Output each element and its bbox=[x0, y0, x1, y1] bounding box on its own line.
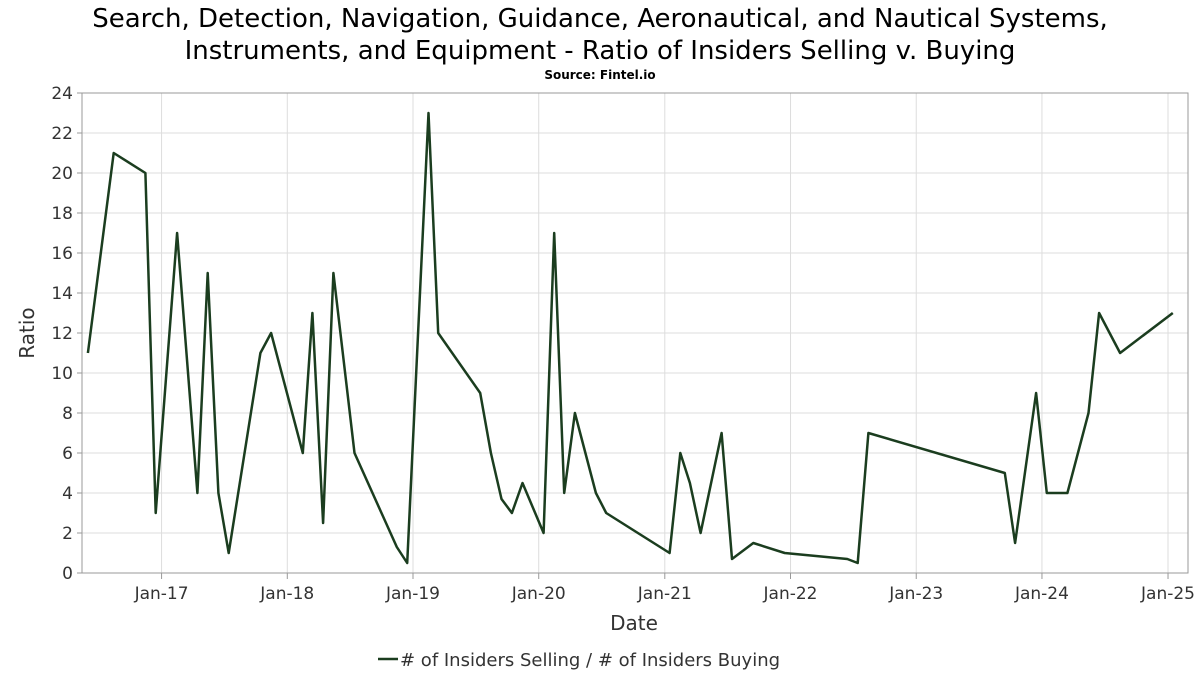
y-tick-label: 24 bbox=[51, 84, 73, 104]
y-tick-label: 6 bbox=[62, 444, 73, 464]
x-tick-label: Jan-22 bbox=[763, 584, 818, 604]
x-tick-label: Jan-25 bbox=[1140, 584, 1195, 604]
x-tick-label: Jan-20 bbox=[511, 584, 566, 604]
x-tick-label: Jan-24 bbox=[1014, 584, 1069, 604]
y-tick-label: 4 bbox=[62, 484, 73, 504]
legend[interactable]: # of Insiders Selling / # of Insiders Bu… bbox=[378, 650, 780, 671]
y-tick-label: 0 bbox=[62, 564, 73, 584]
y-tick-label: 22 bbox=[51, 124, 73, 144]
y-tick-label: 12 bbox=[51, 324, 73, 344]
x-tick-label: Jan-17 bbox=[134, 584, 189, 604]
y-tick-label: 18 bbox=[51, 204, 73, 224]
x-tick-label: Jan-19 bbox=[385, 584, 440, 604]
y-tick-label: 16 bbox=[51, 244, 73, 264]
x-axis: Jan-17 Jan-18 Jan-19 Jan-20 Jan-21 Jan-22 Jan-… bbox=[134, 573, 1195, 604]
x-tick-label: Jan-18 bbox=[259, 584, 314, 604]
grid-lines bbox=[82, 92, 1188, 574]
chart-title-line-2: Instruments, and Equipment - Ratio of In… bbox=[184, 36, 1016, 66]
series-layer bbox=[86, 111, 1174, 565]
legend-label: # of Insiders Selling / # of Insiders Bu… bbox=[400, 650, 780, 671]
y-tick-label: 10 bbox=[51, 364, 73, 384]
x-axis-label: Date bbox=[610, 611, 658, 635]
x-tick-label: Jan-23 bbox=[888, 584, 943, 604]
y-tick-label: 8 bbox=[62, 404, 73, 424]
chart-subtitle: Source: Fintel.io bbox=[544, 68, 656, 82]
x-tick-label: Jan-21 bbox=[637, 584, 692, 604]
y-tick-label: 20 bbox=[51, 164, 73, 184]
y-axis-label: Ratio bbox=[15, 307, 39, 358]
chart-title-line-1: Search, Detection, Navigation, Guidance,… bbox=[92, 4, 1108, 34]
y-tick-label: 2 bbox=[62, 524, 73, 544]
series-line[interactable] bbox=[86, 111, 1174, 565]
y-tick-label: 14 bbox=[51, 284, 73, 304]
